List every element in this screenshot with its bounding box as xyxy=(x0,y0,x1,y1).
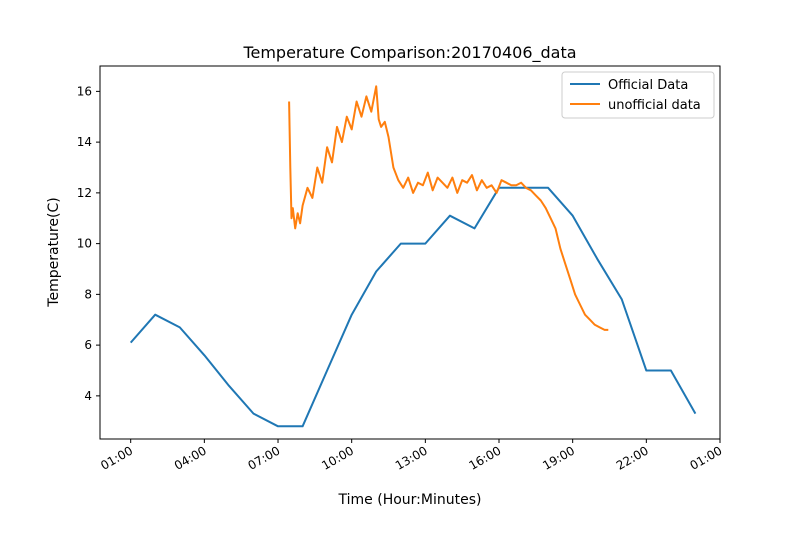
legend-label-unofficial-data: unofficial data xyxy=(608,98,701,113)
series-line-official-data xyxy=(129,186,697,428)
y-tick-label: 6 xyxy=(84,338,92,352)
y-tick-label: 16 xyxy=(77,84,92,98)
y-tick-label: 8 xyxy=(84,287,92,301)
y-tick-label: 14 xyxy=(77,135,92,149)
y-tick-label: 4 xyxy=(84,389,92,403)
series-line-unofficial-data xyxy=(288,85,609,331)
y-axis-title: Temperature(C) xyxy=(46,197,62,307)
y-tick-label: 10 xyxy=(77,237,92,251)
legend: Official Data unofficial data xyxy=(561,71,715,119)
y-axis: 4 6 8 10 12 14 16 xyxy=(77,84,100,403)
chart-title: Temperature Comparison:20170406_data xyxy=(242,43,576,63)
series-layer xyxy=(129,85,697,428)
plot-frame xyxy=(99,65,721,440)
x-axis-title: Time (Hour:Minutes) xyxy=(338,492,482,508)
y-tick-label: 12 xyxy=(77,186,92,200)
legend-label-official-data: Official Data xyxy=(608,78,688,93)
